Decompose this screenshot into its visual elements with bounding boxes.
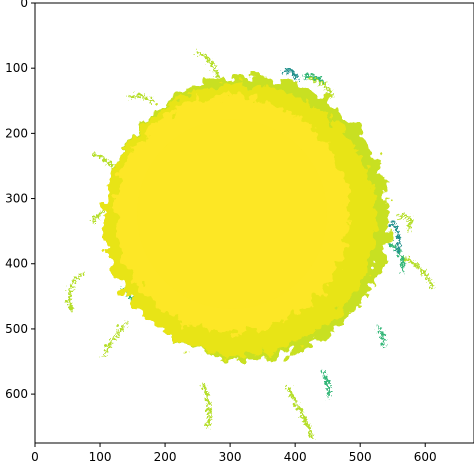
x-tick-label: 0	[31, 450, 39, 464]
y-tick-label: 600	[5, 387, 28, 401]
y-tick-label: 500	[5, 322, 28, 336]
y-tick-label: 100	[5, 61, 28, 75]
y-tick-label: 0	[20, 0, 28, 10]
aggregate-image	[65, 48, 432, 436]
x-tick-label: 600	[414, 450, 437, 464]
x-tick-label: 500	[349, 450, 372, 464]
x-tick-label: 300	[219, 450, 242, 464]
y-tick-label: 200	[5, 126, 28, 140]
x-tick-label: 400	[284, 450, 307, 464]
x-tick-label: 200	[154, 450, 177, 464]
y-tick-label: 400	[5, 257, 28, 271]
plot-frame	[34, 2, 474, 444]
x-tick-label: 100	[89, 450, 112, 464]
y-tick-label: 300	[5, 192, 28, 206]
